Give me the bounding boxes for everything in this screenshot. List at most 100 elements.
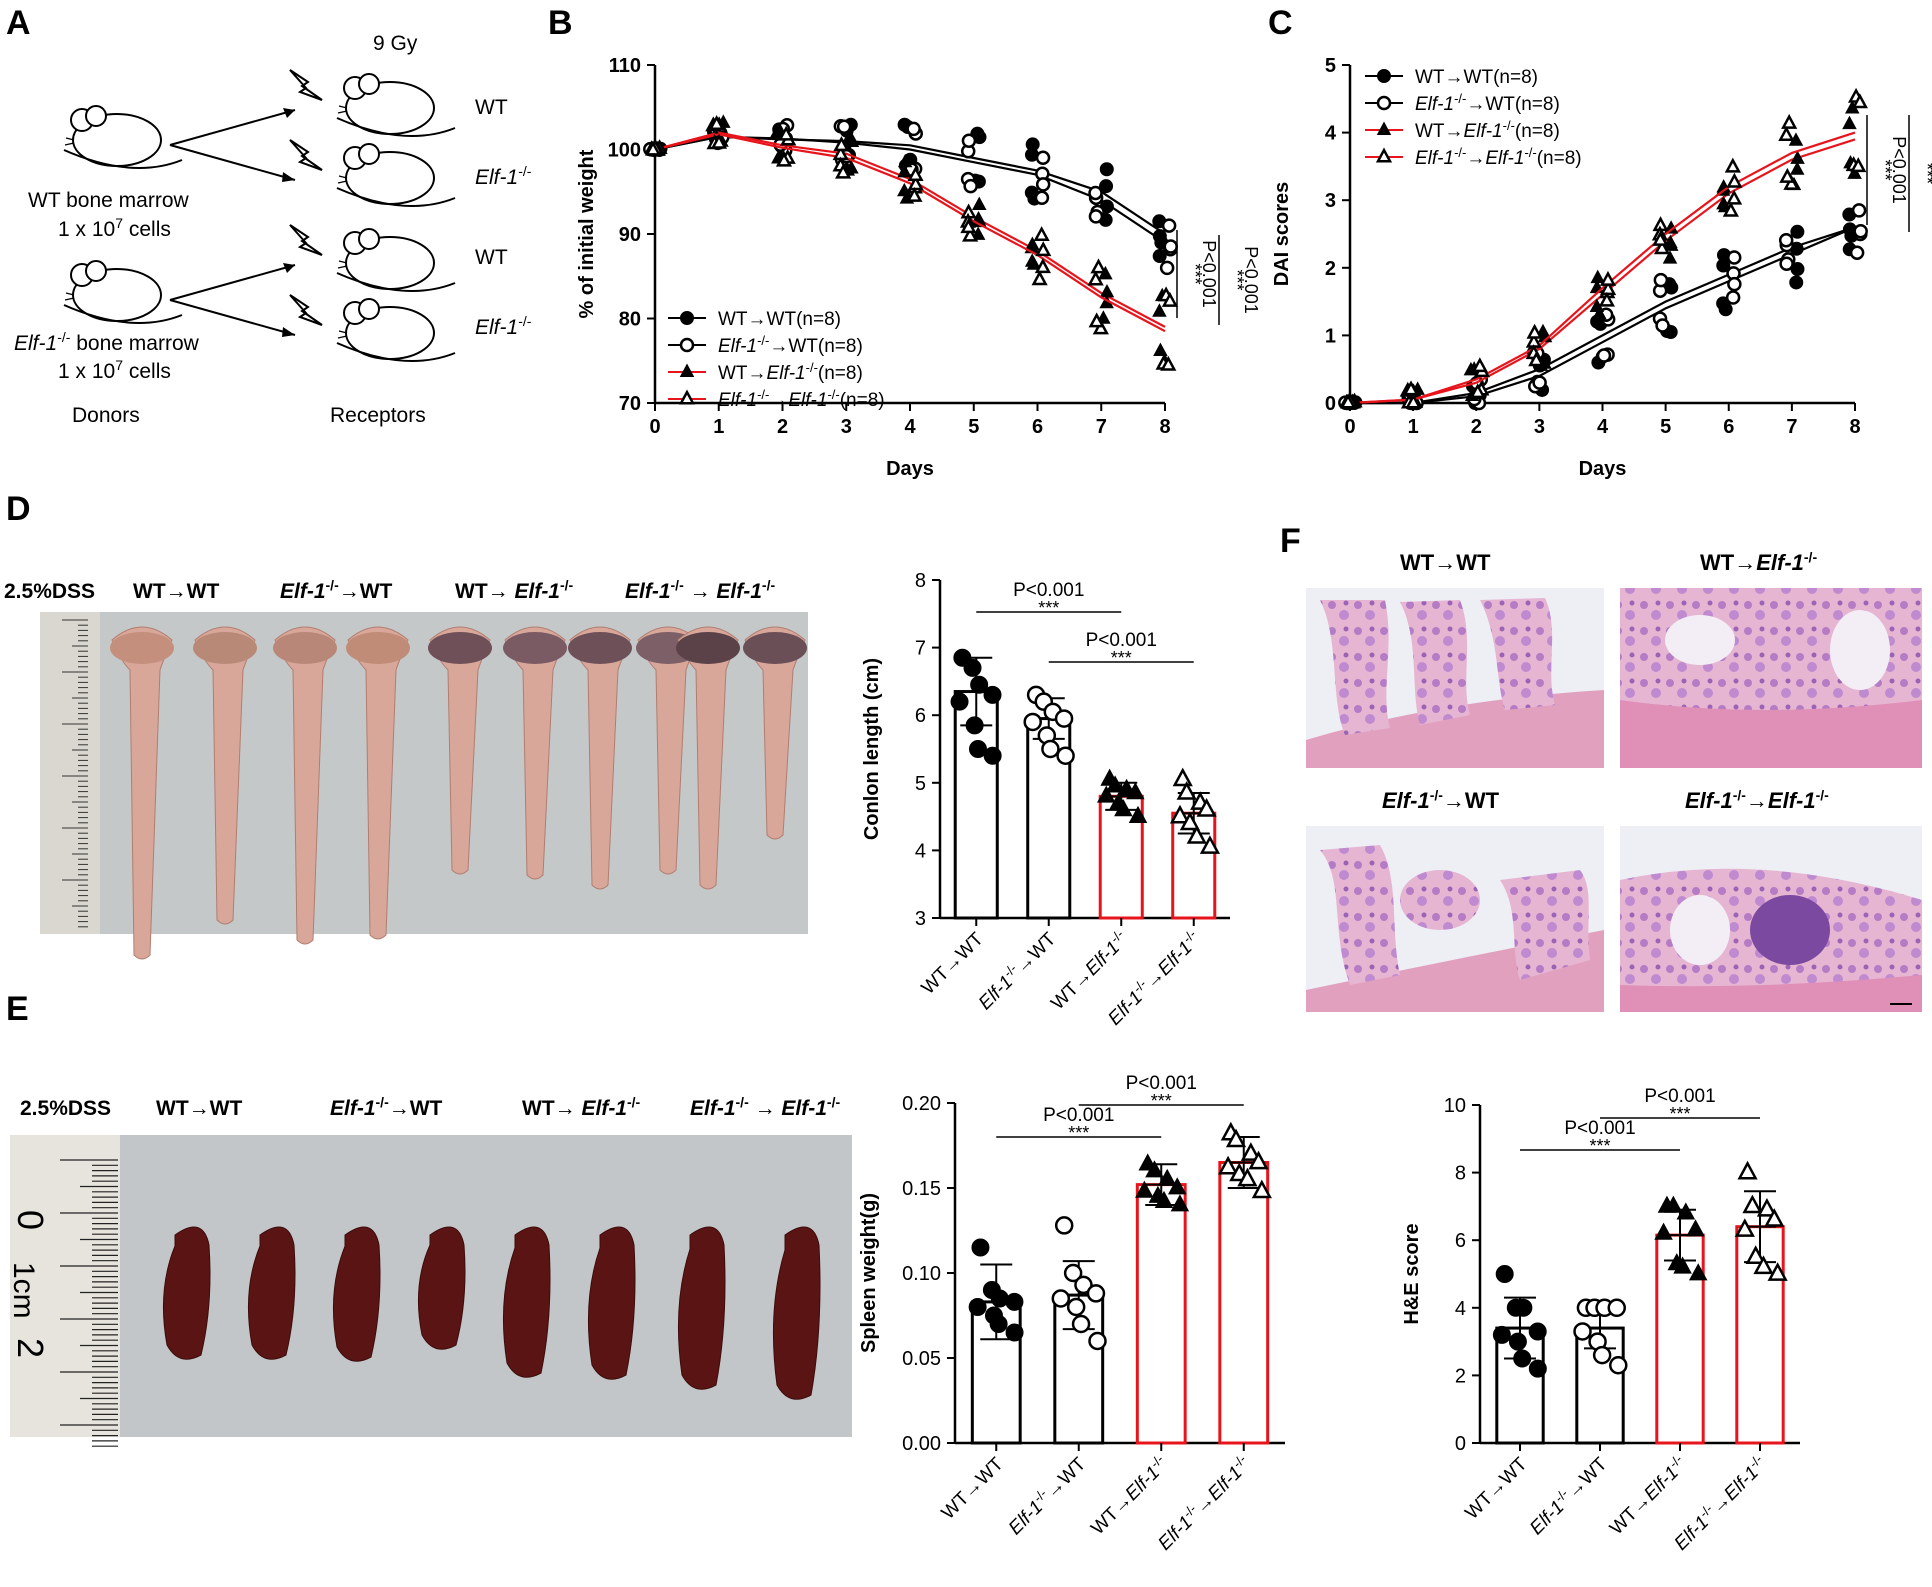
photo-e-hdr-ko-wt: Elf-1-/-→WT	[330, 1094, 443, 1120]
data-point	[708, 115, 725, 131]
data-point	[1779, 167, 1796, 183]
data-point	[897, 163, 912, 178]
data-point	[1074, 1275, 1093, 1295]
arrow-2	[169, 144, 296, 181]
legend-marker	[1377, 69, 1391, 83]
legend-label: Elf-1-/-→Elf-1-/-(n=8)	[718, 387, 885, 411]
data-point	[1662, 250, 1678, 264]
spleen	[332, 1226, 381, 1362]
panel-label-a: A	[6, 4, 31, 42]
dose-label: 9 Gy	[373, 32, 418, 55]
data-point	[983, 685, 1002, 704]
panel-label-e: E	[6, 990, 29, 1028]
comparison-p: P<0.001	[1644, 1086, 1715, 1107]
x-tick-label: 7	[1786, 416, 1797, 438]
photo-d-hdr-ko-wt: Elf-1-/-→WT	[280, 577, 393, 603]
data-point	[1088, 312, 1105, 328]
x-tick-label: 3	[1534, 416, 1545, 438]
y-tick-label: 110	[609, 55, 641, 77]
histo-hdr-ko-wt: Elf-1-/-→WT	[1382, 787, 1500, 813]
data-point	[1789, 275, 1804, 290]
data-point	[965, 716, 984, 735]
data-point	[1157, 1168, 1177, 1186]
data-point	[907, 175, 924, 191]
ruler-e-ticks	[60, 1159, 118, 1447]
colon	[274, 626, 336, 945]
legend-label: Elf-1-/-→WT(n=8)	[718, 333, 863, 357]
x-tick-label-2: WT→Elf-1-/-	[1085, 1452, 1173, 1540]
data-point	[1051, 1289, 1071, 1308]
data-point	[968, 740, 987, 758]
data-point	[1099, 179, 1114, 194]
ko-donor-cells: 1 x 107 cells	[58, 357, 171, 383]
data-point	[1041, 739, 1060, 759]
data-point	[1737, 1160, 1758, 1180]
wt-donor-cells: 1 x 107 cells	[58, 215, 171, 241]
y-tick-label: 2	[1325, 258, 1336, 280]
data-point	[1033, 226, 1050, 242]
data-point	[1718, 302, 1733, 317]
y-tick-label: 7	[915, 638, 926, 660]
data-point	[989, 1315, 1008, 1333]
legend-label: WT→WT(n=8)	[1415, 67, 1538, 88]
data-point	[1024, 253, 1040, 267]
histo-ko-ko	[1620, 826, 1922, 1012]
data-point	[1086, 1284, 1106, 1303]
data-point	[1592, 305, 1607, 320]
y-tick-label: 3	[915, 908, 926, 930]
y-tick-label: 90	[619, 224, 641, 246]
comparison-stars: ***	[1038, 598, 1059, 618]
sig-p-2: P<0.001	[1241, 246, 1261, 314]
histo-hdr-wt-ko: WT→Elf-1-/-	[1700, 549, 1817, 575]
arrow-3	[169, 264, 296, 301]
data-point	[1153, 342, 1168, 357]
data-point	[1790, 224, 1805, 239]
panel-a-schematic: 9 Gy WT bone marrow 1 x 107 cells Elf-1-…	[14, 32, 532, 427]
colon-cecum	[676, 632, 740, 664]
receptor-label-4: Elf-1-/-	[475, 313, 532, 339]
data-point	[1248, 1150, 1269, 1170]
colons	[110, 626, 807, 960]
x-tick-label: 5	[968, 416, 979, 438]
data-point	[1756, 1197, 1778, 1217]
colon	[429, 626, 491, 875]
colon-cecum	[273, 632, 337, 664]
legend-label: Elf-1-/-→WT(n=8)	[1415, 91, 1560, 115]
data-point	[962, 226, 979, 242]
spleen	[772, 1226, 821, 1400]
data-point	[1783, 174, 1800, 190]
colon-photo: 2.5%DSS WT→WT Elf-1-/-→WT WT→ Elf-1-/- E…	[4, 577, 808, 960]
colon	[504, 626, 566, 880]
histology: WT→WT WT→Elf-1-/- Elf-1-/-→WT Elf-1-/-→E…	[1306, 549, 1922, 1012]
panel-label-d: D	[6, 490, 31, 528]
chart-e-spleen-weight: 0.00 0.05 0.10 0.15 0.20 Spleen weight(g) WT→W…	[858, 1073, 1285, 1555]
y-tick-label: 0	[1455, 1433, 1466, 1455]
colon-cecum	[743, 632, 807, 664]
y-axis-label: % of initial weight	[576, 149, 598, 318]
spleen	[417, 1226, 466, 1350]
x-tick-label: 4	[904, 416, 916, 438]
data-point	[1251, 1179, 1272, 1199]
data-point	[1172, 767, 1193, 787]
x-tick-label-0: WT→WT	[938, 1453, 1008, 1523]
y-tick-label: 10	[1444, 1095, 1466, 1117]
data-point	[1066, 1297, 1086, 1317]
data-point	[1664, 1195, 1683, 1213]
data-point	[1653, 239, 1671, 255]
data-point	[1526, 323, 1543, 339]
data-point	[1851, 203, 1867, 218]
sig-stars-1: ***	[1875, 159, 1895, 180]
bar-2	[1135, 1183, 1187, 1445]
sig-p-1: P<0.001	[1889, 136, 1909, 204]
y-tick-label: 100	[608, 140, 641, 162]
y-tick-label: 2	[1455, 1365, 1466, 1387]
data-point	[1726, 250, 1742, 265]
bar-0	[1495, 1326, 1545, 1445]
chart-f-he-score: 0 2 4 6 8 10 H&E score WT→WTElf-1-/-→WTWT→Elf-1…	[1401, 1086, 1800, 1555]
data-point	[961, 133, 977, 148]
legend-marker	[679, 363, 695, 377]
data-point	[1686, 1219, 1705, 1237]
data-point	[1745, 1245, 1766, 1264]
data-point	[1097, 785, 1116, 803]
data-point	[1676, 1202, 1696, 1220]
